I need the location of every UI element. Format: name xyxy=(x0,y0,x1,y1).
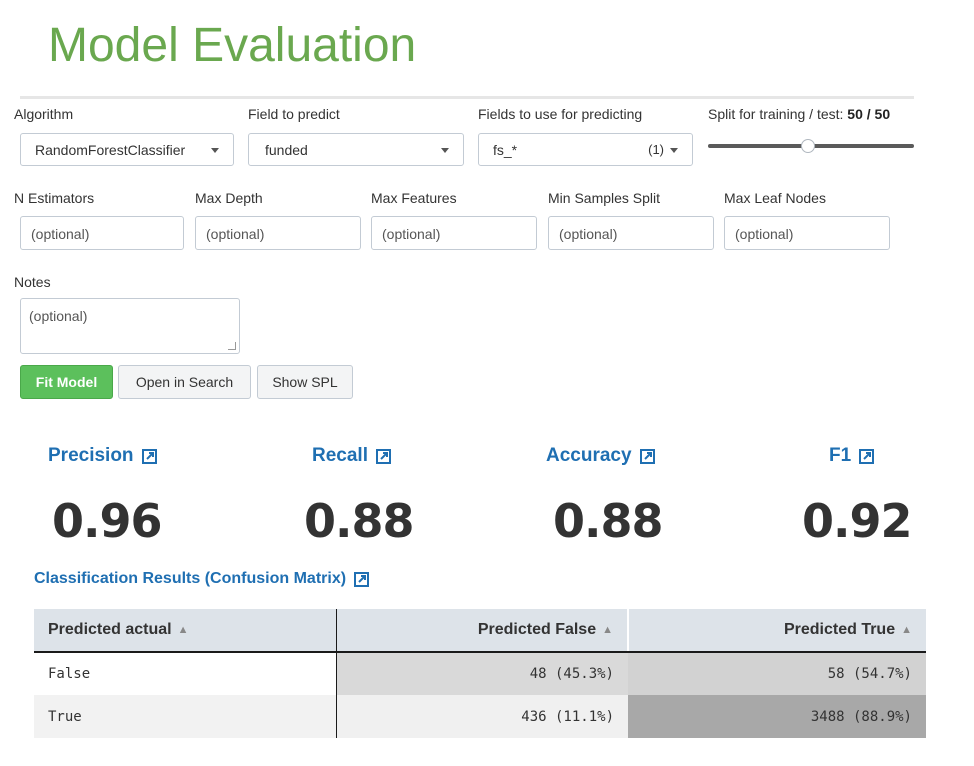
max-leaf-nodes-input[interactable]: (optional) xyxy=(724,216,890,250)
confusion-matrix-title: Classification Results (Confusion Matrix… xyxy=(34,570,347,587)
max-leaf-nodes-placeholder: (optional) xyxy=(735,226,794,242)
f1-link[interactable]: F1 xyxy=(829,445,875,467)
notes-placeholder: (optional) xyxy=(29,308,88,324)
sort-icon[interactable]: ▲︎ xyxy=(901,623,912,636)
param-label-max-leaf-nodes: Max Leaf Nodes xyxy=(724,190,826,206)
f1-label: F1 xyxy=(829,445,852,466)
table-cell: 48 (45.3%) xyxy=(335,652,628,695)
precision-link[interactable]: Precision xyxy=(48,445,157,467)
caret-down-icon xyxy=(211,148,219,153)
caret-down-icon xyxy=(670,148,678,153)
algorithm-value: RandomForestClassifier xyxy=(35,142,186,158)
external-link-icon[interactable] xyxy=(354,571,370,587)
table-cell: 436 (11.1%) xyxy=(335,695,628,738)
table-header-row: Predicted actual ▲︎ Predicted False ▲︎ Pre… xyxy=(34,609,926,653)
sort-icon[interactable]: ▲︎ xyxy=(602,623,613,636)
external-link-icon[interactable] xyxy=(141,448,157,464)
external-link-icon[interactable] xyxy=(859,448,875,464)
fields-for-predicting-label: Fields to use for predicting xyxy=(478,106,643,122)
column-header-predicted-false[interactable]: Predicted False ▲︎ xyxy=(335,609,629,653)
n-estimators-input[interactable]: (optional) xyxy=(20,216,184,250)
param-label-min-samples-split: Min Samples Split xyxy=(548,190,661,206)
notes-textarea[interactable]: (optional) xyxy=(20,298,240,354)
sort-icon[interactable]: ▲︎ xyxy=(177,623,189,636)
recall-link[interactable]: Recall xyxy=(312,445,391,467)
recall-label: Recall xyxy=(312,445,368,466)
show-spl-button[interactable]: Show SPL xyxy=(257,365,353,399)
fields-for-predicting-select[interactable]: fs_* (1) xyxy=(478,133,693,166)
page-title: Model Evaluation xyxy=(48,19,417,72)
notes-label: Notes xyxy=(14,274,51,290)
column-header-predicted-actual[interactable]: Predicted actual ▲︎ xyxy=(34,609,336,653)
algorithm-select[interactable]: RandomForestClassifier xyxy=(20,133,234,166)
field-to-predict-value: funded xyxy=(265,142,308,158)
row-label: True xyxy=(34,695,336,738)
param-label-max-depth: Max Depth xyxy=(195,190,263,206)
precision-value: 0.96 xyxy=(52,494,162,548)
split-slider-handle[interactable] xyxy=(801,139,815,153)
accuracy-value: 0.88 xyxy=(553,494,663,548)
fields-count-badge: (1) xyxy=(648,142,664,157)
row-label: False xyxy=(34,652,336,695)
min-samples-split-input[interactable]: (optional) xyxy=(548,216,714,250)
split-value: 50 / 50 xyxy=(847,106,891,122)
accuracy-link[interactable]: Accuracy xyxy=(546,445,655,467)
field-to-predict-label: Field to predict xyxy=(248,106,340,122)
max-depth-placeholder: (optional) xyxy=(206,226,265,242)
column-header-predicted-true[interactable]: Predicted True ▲︎ xyxy=(628,609,926,653)
table-row: False 48 (45.3%) 58 (54.7%) xyxy=(34,652,926,695)
algorithm-label: Algorithm xyxy=(14,106,74,122)
external-link-icon[interactable] xyxy=(375,448,391,464)
split-label: Split for training / test: 50 / 50 xyxy=(708,106,890,122)
accuracy-label: Accuracy xyxy=(546,445,632,466)
param-label-n-estimators: N Estimators xyxy=(14,190,95,206)
caret-down-icon xyxy=(441,148,449,153)
fit-model-button[interactable]: Fit Model xyxy=(20,365,113,399)
f1-value: 0.92 xyxy=(802,494,912,548)
split-label-text: Split for training / test: xyxy=(708,106,844,122)
field-to-predict-select[interactable]: funded xyxy=(248,133,464,166)
confusion-matrix-table: Predicted actual ▲︎ Predicted False ▲︎ Pre… xyxy=(34,609,926,738)
max-depth-input[interactable]: (optional) xyxy=(195,216,361,250)
precision-label: Precision xyxy=(48,445,134,466)
confusion-matrix-link[interactable]: Classification Results (Confusion Matrix… xyxy=(34,570,370,588)
param-label-max-features: Max Features xyxy=(371,190,457,206)
fields-for-predicting-value: fs_* xyxy=(493,142,518,158)
table-cell: 3488 (88.9%) xyxy=(628,695,926,738)
open-in-search-button[interactable]: Open in Search xyxy=(118,365,251,399)
table-cell: 58 (54.7%) xyxy=(628,652,926,695)
recall-value: 0.88 xyxy=(304,494,414,548)
max-features-input[interactable]: (optional) xyxy=(371,216,537,250)
external-link-icon[interactable] xyxy=(639,448,655,464)
table-row: True 436 (11.1%) 3488 (88.9%) xyxy=(34,695,926,738)
n-estimators-placeholder: (optional) xyxy=(31,226,90,242)
divider xyxy=(20,96,914,99)
min-samples-split-placeholder: (optional) xyxy=(559,226,618,242)
resize-grip-icon[interactable] xyxy=(228,342,236,350)
max-features-placeholder: (optional) xyxy=(382,226,441,242)
